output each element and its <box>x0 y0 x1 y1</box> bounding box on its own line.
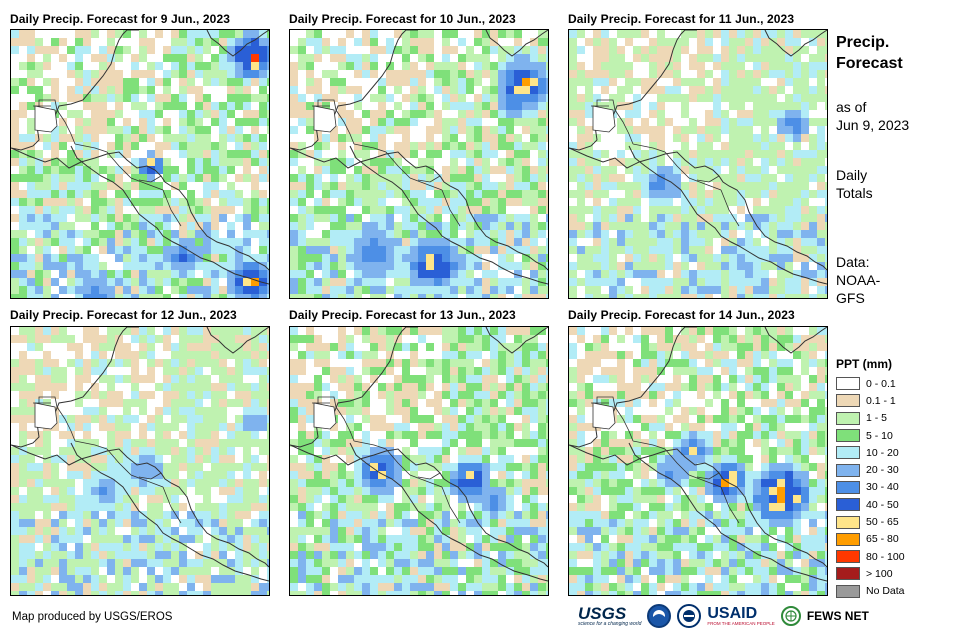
panel-title-6: Daily Precip. Forecast for 14 Jun., 2023 <box>568 308 795 322</box>
coastline <box>290 30 548 285</box>
land-mask <box>34 105 58 133</box>
panel-title-3: Daily Precip. Forecast for 11 Jun., 2023 <box>568 12 795 26</box>
sidebar-title: Precip. Forecast <box>836 34 903 72</box>
legend-swatch <box>836 377 860 391</box>
map-panel-6 <box>568 326 828 596</box>
panel-title-2: Daily Precip. Forecast for 10 Jun., 2023 <box>289 12 516 26</box>
legend-label: 50 - 65 <box>866 516 899 529</box>
usaid-logo: USAID FROM THE AMERICAN PEOPLE <box>707 604 775 627</box>
legend-label: 0 - 0.1 <box>866 377 896 390</box>
usgs-wordmark: USGS <box>578 604 627 623</box>
legend-swatch <box>836 446 860 460</box>
panel-title-4: Daily Precip. Forecast for 12 Jun., 2023 <box>10 308 237 322</box>
legend-item: 65 - 80 <box>836 531 905 548</box>
legend-item: No Data <box>836 583 905 600</box>
legend-label: > 100 <box>866 567 893 580</box>
legend-item: 1 - 5 <box>836 410 905 427</box>
legend-label: 80 - 100 <box>866 550 905 563</box>
legend-item: 0 - 0.1 <box>836 375 905 392</box>
land-mask <box>34 402 58 430</box>
country-borders <box>33 396 182 524</box>
land-mask <box>313 402 337 430</box>
legend-swatch <box>836 567 860 581</box>
legend-swatch <box>836 532 860 546</box>
legend-label: 20 - 30 <box>866 464 899 477</box>
legend-item: 30 - 40 <box>836 479 905 496</box>
data-label: Data: <box>836 254 870 270</box>
country-borders <box>312 99 461 227</box>
coastline <box>11 327 269 582</box>
legend-item: 40 - 50 <box>836 496 905 513</box>
usaid-wordmark: USAID <box>707 604 758 622</box>
usaid-seal-icon <box>677 604 702 628</box>
legend-label: 10 - 20 <box>866 446 899 459</box>
land-mask <box>592 402 616 430</box>
legend-swatch <box>836 463 860 477</box>
map-panel-1 <box>10 29 270 299</box>
land-mask <box>313 105 337 133</box>
legend-swatch <box>836 515 860 529</box>
legend-item: 5 - 10 <box>836 427 905 444</box>
legend-item: 20 - 30 <box>836 461 905 478</box>
legend-swatch <box>836 584 860 598</box>
legend-label: 65 - 80 <box>866 533 899 546</box>
map-panel-3 <box>568 29 828 299</box>
country-borders <box>591 396 740 524</box>
coastline <box>569 327 827 582</box>
noaa-logo-icon <box>647 604 672 628</box>
legend-label: 5 - 10 <box>866 429 893 442</box>
precip-map-2 <box>290 30 548 298</box>
legend-label: 40 - 50 <box>866 498 899 511</box>
legend-swatch <box>836 411 860 425</box>
legend-swatch <box>836 429 860 443</box>
map-panel-4 <box>10 326 270 596</box>
legend-label: 1 - 5 <box>866 412 888 425</box>
legend-item: 0.1 - 1 <box>836 392 905 409</box>
asof-date: Jun 9, 2023 <box>836 117 910 133</box>
asof-label: as of <box>836 99 867 115</box>
map-panel-5 <box>289 326 549 596</box>
legend-item: 10 - 20 <box>836 444 905 461</box>
legend-swatch <box>836 498 860 512</box>
usgs-logo: USGS science for a changing world <box>578 605 641 627</box>
precip-map-3 <box>569 30 827 298</box>
coastline <box>290 327 548 582</box>
map-panel-2 <box>289 29 549 299</box>
coastline <box>11 30 269 285</box>
panel-title-5: Daily Precip. Forecast for 13 Jun., 2023 <box>289 308 516 322</box>
panel-title-1: Daily Precip. Forecast for 9 Jun., 2023 <box>10 12 230 26</box>
usgs-tagline: science for a changing world <box>578 621 642 627</box>
legend-item: 50 - 65 <box>836 513 905 530</box>
precip-map-4 <box>11 327 269 595</box>
daily-totals-label: Daily Totals <box>836 167 873 201</box>
coastline <box>569 30 827 285</box>
country-borders <box>591 99 740 227</box>
map-credit: Map produced by USGS/EROS <box>12 611 173 623</box>
precip-map-5 <box>290 327 548 595</box>
legend-swatch <box>836 550 860 564</box>
country-borders <box>33 99 182 227</box>
precip-map-6 <box>569 327 827 595</box>
country-borders <box>312 396 461 524</box>
legend: 0 - 0.1 0.1 - 1 1 - 5 5 - 10 10 - 20 20 … <box>836 375 905 600</box>
land-mask <box>592 105 616 133</box>
legend-item: 80 - 100 <box>836 548 905 565</box>
fews-net-wordmark: FEWS NET <box>806 609 869 623</box>
legend-title: PPT (mm) <box>836 357 893 371</box>
legend-swatch <box>836 394 860 408</box>
legend-item: > 100 <box>836 565 905 582</box>
legend-label: 0.1 - 1 <box>866 394 896 407</box>
logo-strip: USGS science for a changing world USAID … <box>578 602 869 630</box>
legend-label: 30 - 40 <box>866 481 899 494</box>
data-source: NOAA-GFS <box>836 272 881 306</box>
fews-globe-icon <box>780 606 801 626</box>
legend-swatch <box>836 480 860 494</box>
legend-label: No Data <box>866 585 905 598</box>
precip-map-1 <box>11 30 269 298</box>
usaid-tagline: FROM THE AMERICAN PEOPLE <box>707 620 775 626</box>
